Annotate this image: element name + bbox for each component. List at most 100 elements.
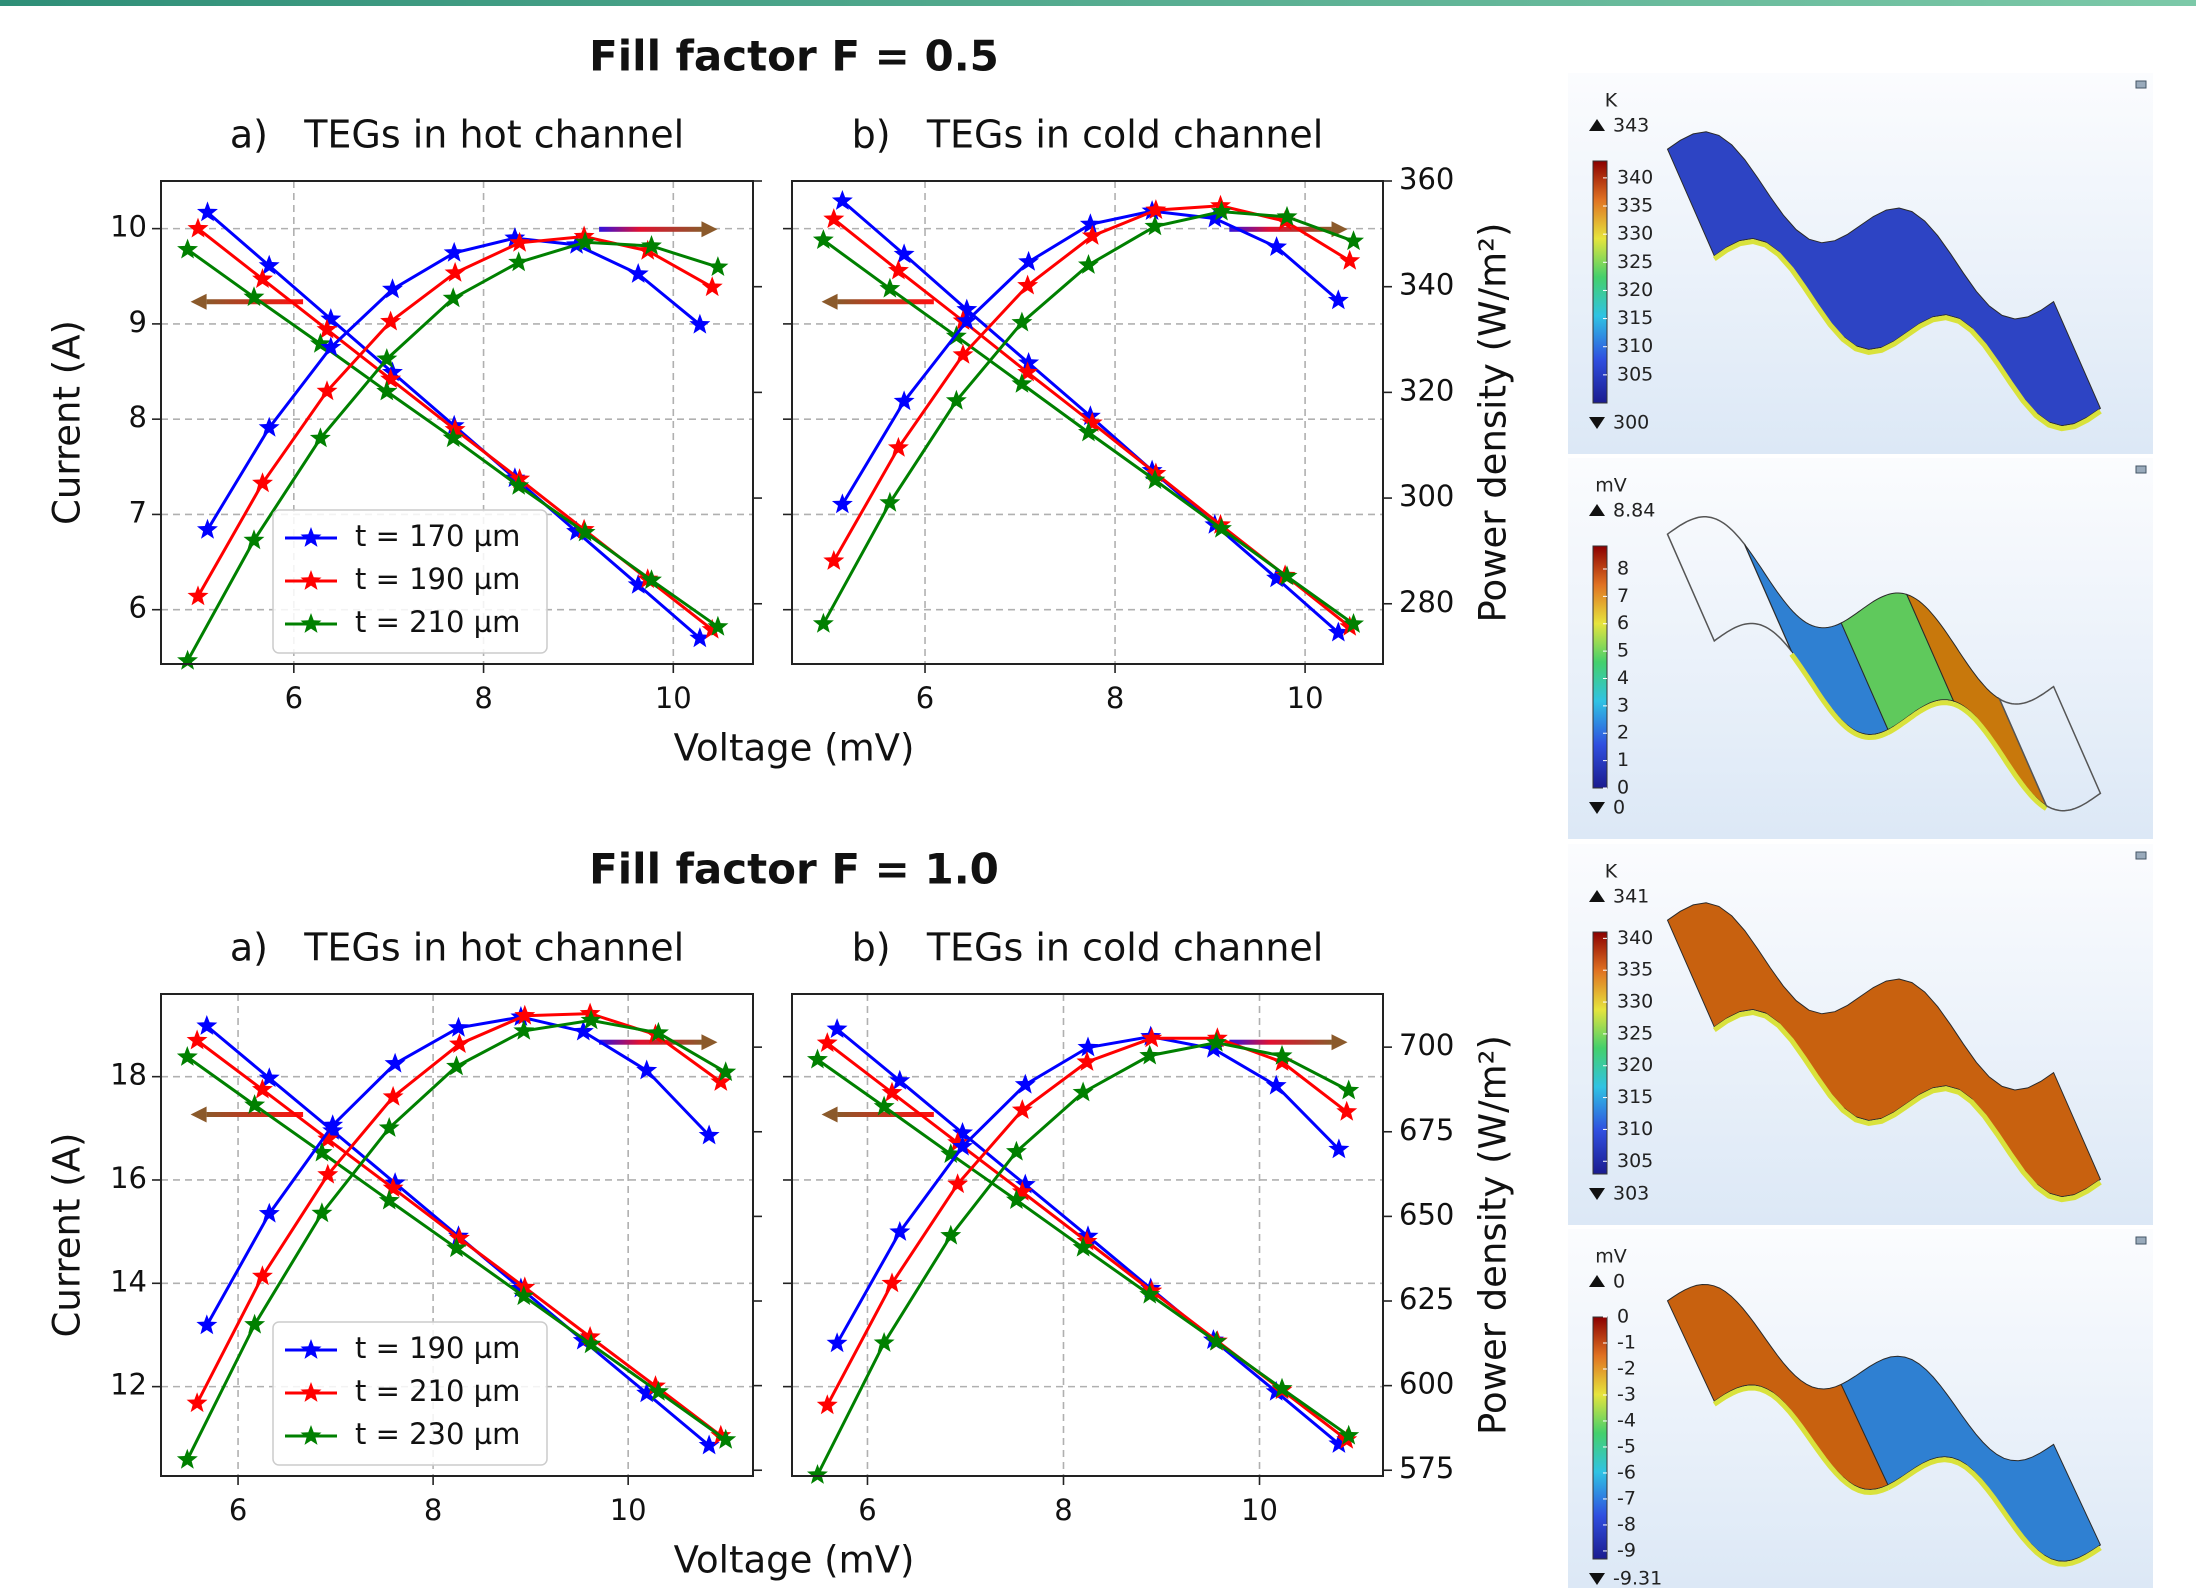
axis-arrow bbox=[599, 227, 701, 232]
chart-title: b) TEGs in cold channel bbox=[852, 926, 1324, 970]
colorbar-tick-label: 325 bbox=[1617, 1022, 1653, 1044]
y2-tick-label: 360 bbox=[1399, 162, 1454, 196]
colorbar-tick-label: -2 bbox=[1617, 1357, 1636, 1379]
colorbar-tick-label: 305 bbox=[1617, 1150, 1653, 1172]
y-tick-label: 12 bbox=[110, 1368, 147, 1402]
colorbar-tick-label: -9 bbox=[1617, 1539, 1636, 1561]
panel-icon bbox=[2136, 466, 2146, 473]
legend-label: t = 190 µm bbox=[355, 1331, 520, 1365]
y2-tick-label: 575 bbox=[1399, 1451, 1454, 1485]
legend-label: t = 170 µm bbox=[355, 519, 520, 553]
colorbar-tick-label: 325 bbox=[1617, 251, 1653, 273]
colorbar-tick-label: 0 bbox=[1617, 777, 1629, 799]
colorbar-tick-label: 335 bbox=[1617, 959, 1653, 981]
colorbar-tick-label: 305 bbox=[1617, 363, 1653, 385]
colorbar-tick-label: 315 bbox=[1617, 1086, 1653, 1108]
colorbar-tick-label: -6 bbox=[1617, 1461, 1636, 1483]
colorbar-tick-label: 320 bbox=[1617, 1054, 1653, 1076]
y2-tick-label: 650 bbox=[1399, 1197, 1454, 1231]
y-axis-label: Current (A) bbox=[46, 1133, 89, 1338]
y-tick-label: 9 bbox=[129, 305, 147, 339]
colorbar bbox=[1593, 161, 1607, 403]
y-tick-label: 7 bbox=[129, 495, 147, 529]
colorbar-tick-label: -1 bbox=[1617, 1331, 1636, 1353]
colorbar bbox=[1593, 546, 1607, 788]
chart-title: b) TEGs in cold channel bbox=[852, 113, 1324, 157]
x-tick-label: 6 bbox=[285, 681, 303, 715]
panel-icon bbox=[2136, 81, 2146, 88]
colorbar-tick-label: 0 bbox=[1617, 1306, 1629, 1328]
y-tick-label: 16 bbox=[110, 1161, 147, 1195]
y2-tick-label: 675 bbox=[1399, 1113, 1454, 1147]
y2-tick-label: 700 bbox=[1399, 1028, 1454, 1062]
y-tick-label: 8 bbox=[129, 400, 147, 434]
x-tick-label: 6 bbox=[858, 1493, 876, 1527]
legend-label: t = 210 µm bbox=[355, 605, 520, 639]
colorbar-tick-label: -3 bbox=[1617, 1383, 1636, 1405]
axis-arrow bbox=[207, 1112, 303, 1117]
x-tick-label: 10 bbox=[1287, 681, 1324, 715]
x-tick-label: 10 bbox=[1241, 1493, 1278, 1527]
legend-label: t = 210 µm bbox=[355, 1374, 520, 1408]
colorbar-unit: K bbox=[1605, 861, 1618, 883]
colorbar-tick-label: -7 bbox=[1617, 1487, 1636, 1509]
y-tick-label: 14 bbox=[110, 1264, 147, 1298]
y-axis-label: Current (A) bbox=[46, 320, 89, 525]
colorbar-tick-label: -8 bbox=[1617, 1513, 1636, 1535]
colorbar-max: 343 bbox=[1613, 115, 1649, 137]
y2-tick-label: 280 bbox=[1399, 585, 1454, 619]
colorbar bbox=[1593, 1317, 1607, 1559]
colorbar-tick-label: -5 bbox=[1617, 1435, 1636, 1457]
x-axis-label: Voltage (mV) bbox=[674, 1539, 915, 1582]
colorbar-unit: mV bbox=[1595, 1246, 1627, 1268]
x-tick-label: 8 bbox=[424, 1493, 442, 1527]
colorbar-unit: K bbox=[1605, 90, 1618, 112]
x-tick-label: 8 bbox=[1054, 1493, 1072, 1527]
y2-tick-label: 340 bbox=[1399, 268, 1454, 302]
colorbar-tick-label: 3 bbox=[1617, 694, 1629, 716]
x-axis-label: Voltage (mV) bbox=[674, 727, 915, 770]
colorbar-min: 300 bbox=[1613, 412, 1649, 434]
y-tick-label: 6 bbox=[129, 591, 147, 625]
y2-tick-label: 300 bbox=[1399, 479, 1454, 513]
colorbar-tick-label: 5 bbox=[1617, 640, 1629, 662]
y2-tick-label: 600 bbox=[1399, 1367, 1454, 1401]
axis-arrow bbox=[1229, 1040, 1331, 1045]
colorbar-tick-label: 320 bbox=[1617, 279, 1653, 301]
chart-title: a) TEGs in hot channel bbox=[230, 113, 684, 157]
x-tick-label: 8 bbox=[1106, 681, 1124, 715]
colorbar-tick-label: -4 bbox=[1617, 1409, 1636, 1431]
colorbar-tick-label: 315 bbox=[1617, 307, 1653, 329]
colorbar-tick-label: 340 bbox=[1617, 166, 1653, 188]
y2-axis-label: Power density (W/m²) bbox=[1472, 1035, 1515, 1435]
colorbar-unit: mV bbox=[1595, 475, 1627, 497]
colorbar bbox=[1593, 932, 1607, 1174]
y2-axis-label: Power density (W/m²) bbox=[1472, 223, 1515, 623]
figure: Fill factor F = 0.5 Voltage (mV) Fill fa… bbox=[0, 0, 2196, 1588]
colorbar-max: 8.84 bbox=[1613, 500, 1655, 522]
y2-tick-label: 625 bbox=[1399, 1282, 1454, 1316]
x-tick-label: 10 bbox=[610, 1493, 647, 1527]
colorbar-max: 0 bbox=[1613, 1271, 1625, 1293]
colorbar-tick-label: 2 bbox=[1617, 722, 1629, 744]
axis-arrow bbox=[838, 299, 934, 304]
panel-icon bbox=[2136, 1237, 2146, 1244]
chart-title: a) TEGs in hot channel bbox=[230, 926, 684, 970]
x-tick-label: 8 bbox=[474, 681, 492, 715]
colorbar-tick-label: 335 bbox=[1617, 195, 1653, 217]
colorbar-tick-label: 310 bbox=[1617, 335, 1653, 357]
colorbar-tick-label: 310 bbox=[1617, 1118, 1653, 1140]
y2-tick-label: 320 bbox=[1399, 373, 1454, 407]
colorbar-tick-label: 340 bbox=[1617, 927, 1653, 949]
x-tick-label: 6 bbox=[229, 1493, 247, 1527]
panel-icon bbox=[2136, 852, 2146, 859]
colorbar-tick-label: 330 bbox=[1617, 991, 1653, 1013]
row-title: Fill factor F = 0.5 bbox=[589, 32, 999, 81]
colorbar-min: -9.31 bbox=[1613, 1568, 1662, 1588]
colorbar-tick-label: 8 bbox=[1617, 557, 1629, 579]
colorbar-max: 341 bbox=[1613, 886, 1649, 908]
colorbar-min: 303 bbox=[1613, 1183, 1649, 1205]
legend-label: t = 230 µm bbox=[355, 1417, 520, 1451]
y-tick-label: 18 bbox=[110, 1058, 147, 1092]
x-tick-label: 10 bbox=[655, 681, 692, 715]
